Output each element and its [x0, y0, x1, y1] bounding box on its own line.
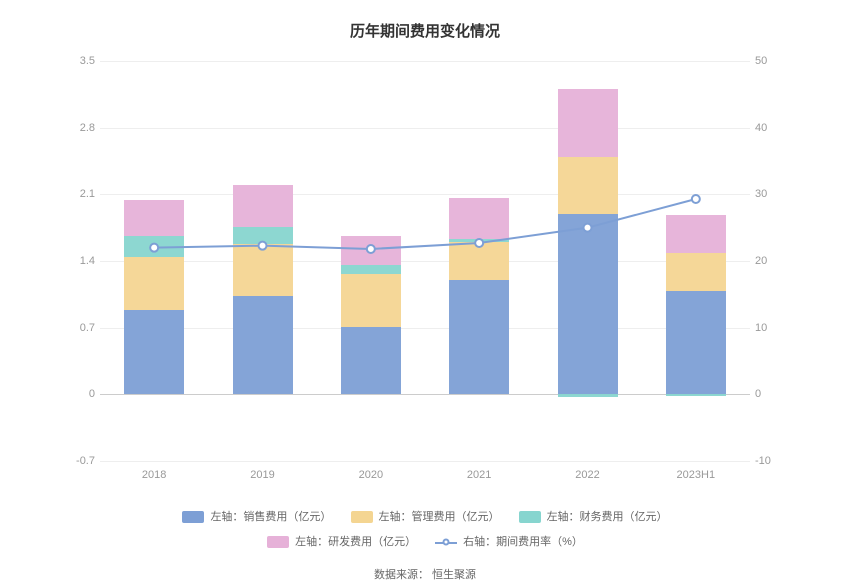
bar-segment-rd: [666, 215, 726, 253]
chart-title: 历年期间费用变化情况: [30, 20, 820, 41]
y-right-tick: 10: [755, 322, 805, 334]
legend-item-rd: 左轴：研发费用（亿元）: [267, 531, 416, 553]
bar-segment-admin: [558, 157, 618, 214]
y-left-tick: 0.7: [45, 322, 95, 334]
legend-line-marker: [443, 539, 450, 546]
y-right-tick: 40: [755, 122, 805, 134]
y-axis-right: -1001020304050: [755, 61, 805, 461]
y-left-tick: 1.4: [45, 255, 95, 267]
bar-segment-admin: [233, 244, 293, 296]
legend-item-sales: 左轴：销售费用（亿元）: [182, 506, 331, 528]
x-tick: 2019: [250, 469, 274, 481]
y-left-tick: 2.1: [45, 188, 95, 200]
bar-segment-admin: [341, 274, 401, 326]
legend-swatch-rd: [267, 536, 289, 548]
x-tick: 2021: [467, 469, 491, 481]
legend-swatch-finance: [519, 511, 541, 523]
bar-segment-finance: [233, 227, 293, 244]
bar-segment-sales: [449, 280, 509, 394]
x-tick: 2022: [575, 469, 599, 481]
bar-segment-sales: [124, 310, 184, 395]
y-right-tick: -10: [755, 455, 805, 467]
plot-area: -0.700.71.42.12.83.5 -1001020304050 0.89…: [100, 61, 750, 461]
legend-item-admin: 左轴：管理费用（亿元）: [351, 506, 500, 528]
source-value: 恒生聚源: [432, 569, 476, 581]
bar-segment-rd: [233, 185, 293, 227]
x-tick: 2020: [359, 469, 383, 481]
bar-segment-sales: [558, 214, 618, 394]
bar-segment-finance: [449, 239, 509, 242]
legend-label-admin: 左轴：管理费用（亿元）: [379, 506, 500, 528]
bar-segment-sales: [233, 296, 293, 394]
y-right-tick: 20: [755, 255, 805, 267]
legend: 左轴：销售费用（亿元） 左轴：管理费用（亿元） 左轴：财务费用（亿元） 左轴：研…: [30, 506, 820, 556]
data-source: 数据来源： 恒生聚源: [30, 566, 820, 582]
chart-container: 历年期间费用变化情况 -0.700.71.42.12.83.5 -1001020…: [0, 0, 850, 575]
x-tick: 2023H1: [677, 469, 716, 481]
legend-item-finance: 左轴：财务费用（亿元）: [519, 506, 668, 528]
bar-segment-rd: [558, 89, 618, 158]
grid-line: [100, 461, 750, 462]
legend-label-sales: 左轴：销售费用（亿元）: [210, 506, 331, 528]
legend-swatch-sales: [182, 511, 204, 523]
bar-segment-sales: [666, 291, 726, 394]
y-axis-left: -0.700.71.42.12.83.5: [45, 61, 95, 461]
y-left-tick: 3.5: [45, 55, 95, 67]
bar-segment-sales: [341, 327, 401, 395]
legend-line-icon: [435, 536, 457, 548]
source-label: 数据来源：: [374, 569, 429, 581]
bar-segment-admin: [449, 242, 509, 280]
bar-segment-finance: [341, 265, 401, 275]
y-left-tick: 2.8: [45, 122, 95, 134]
bar-segment-rd: [124, 200, 184, 236]
legend-item-line: 右轴：期间费用率（%）: [435, 531, 583, 553]
legend-swatch-admin: [351, 511, 373, 523]
bar-segment-rd: [341, 236, 401, 265]
y-left-tick: -0.7: [45, 455, 95, 467]
legend-label-line: 右轴：期间费用率（%）: [463, 531, 583, 553]
legend-label-rd: 左轴：研发费用（亿元）: [295, 531, 416, 553]
x-tick: 2018: [142, 469, 166, 481]
y-left-tick: 0: [45, 388, 95, 400]
y-right-tick: 0: [755, 388, 805, 400]
y-right-tick: 30: [755, 188, 805, 200]
bar-segment-admin: [666, 253, 726, 291]
bar-segment-rd: [449, 198, 509, 239]
y-right-tick: 50: [755, 55, 805, 67]
legend-label-finance: 左轴：财务费用（亿元）: [547, 506, 668, 528]
bar-segment-finance: [124, 236, 184, 257]
bar-segment-admin: [124, 257, 184, 309]
x-axis: [100, 394, 750, 424]
